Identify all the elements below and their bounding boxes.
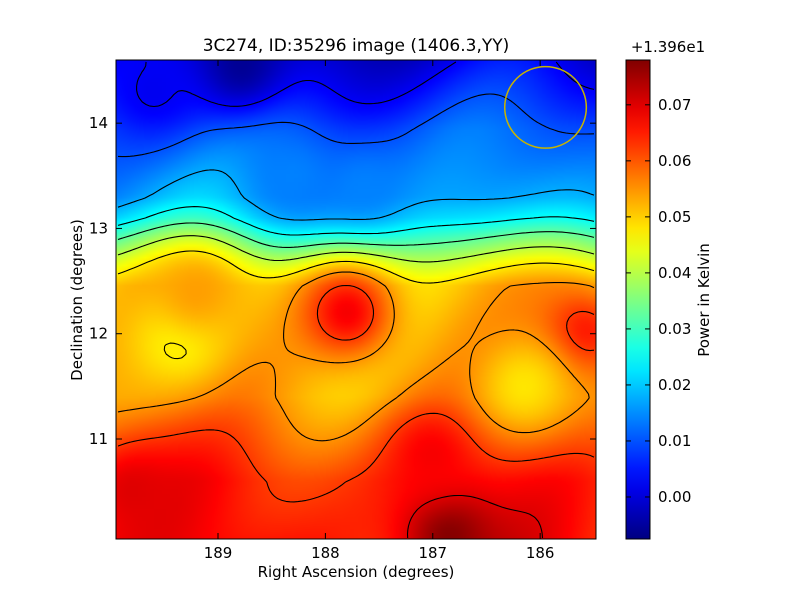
y-tick-label: 12: [89, 325, 108, 343]
colorbar-tick-label: 0.01: [658, 432, 691, 450]
y-tick-label: 14: [89, 114, 108, 132]
contour-lines: [117, 61, 595, 539]
colorbar-gradient: [625, 59, 651, 540]
contour-line: [117, 206, 595, 236]
colorbar-offset: +1.396e1: [631, 38, 705, 56]
contour-line: [117, 222, 595, 248]
colorbar-tick-label: 0.06: [658, 152, 691, 170]
x-tick-label: 186: [526, 544, 555, 562]
x-tick-label: 188: [311, 544, 340, 562]
contour-line: [117, 250, 595, 360]
contour-line: [117, 284, 595, 503]
beam-circle: [503, 65, 588, 149]
colorbar-label: Power in Kelvin: [695, 243, 713, 357]
colorbar: 0.00 0.01 0.02 0.03 0.04 0.05 0.06 0.07 +1.396e…: [625, 38, 713, 540]
x-axis: 189 188 187 186: [204, 60, 555, 562]
contour-line: [117, 93, 595, 158]
contour-line: [117, 169, 595, 221]
x-axis-label: Right Ascension (degrees): [258, 563, 455, 581]
y-tick-label: 11: [89, 430, 108, 448]
y-axis-label: Declination (degrees): [68, 219, 86, 381]
contour-line: [406, 494, 544, 539]
colorbar-tick-label: 0.00: [658, 488, 691, 506]
x-tick-label: 187: [418, 544, 447, 562]
x-tick-label: 189: [204, 544, 233, 562]
chart-title: 3C274, ID:35296 image (1406.3,YY): [203, 36, 510, 56]
y-axis: 11 12 13 14: [89, 114, 596, 448]
contour-line: [117, 235, 595, 263]
colorbar-tick-label: 0.05: [658, 208, 691, 226]
heatmap-area: [116, 60, 596, 539]
plot-frame: [115, 59, 597, 540]
colorbar-tick-label: 0.07: [658, 96, 691, 114]
colorbar-tick-label: 0.04: [658, 264, 691, 282]
colorbar-tick-label: 0.03: [658, 320, 691, 338]
contour-line: [117, 271, 595, 442]
annotations: [503, 65, 588, 149]
y-tick-label: 13: [89, 219, 108, 237]
colorbar-ticks: 0.00 0.01 0.02 0.03 0.04 0.05 0.06 0.07: [626, 96, 691, 506]
colorbar-tick-label: 0.02: [658, 376, 691, 394]
heatmap-image: [116, 60, 596, 539]
